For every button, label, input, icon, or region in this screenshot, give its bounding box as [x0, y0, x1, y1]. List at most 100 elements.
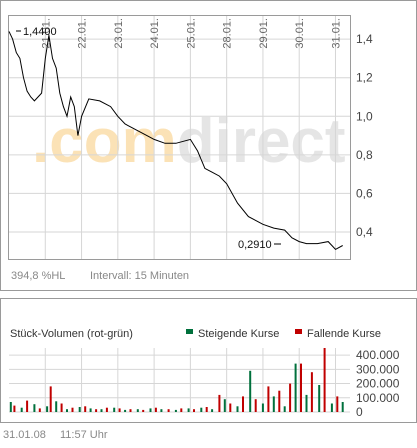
volume-bar-rising — [136, 409, 139, 412]
volume-bar-falling — [218, 394, 221, 412]
volume-bar-falling — [336, 396, 339, 412]
legend-rising-label: Steigende Kurse — [198, 328, 279, 340]
volume-bar-falling — [323, 348, 326, 412]
volume-bar-falling — [26, 400, 29, 412]
volume-y-tick-label: 200.000 — [356, 377, 400, 391]
volume-bar-rising — [160, 409, 163, 412]
volume-bar-falling — [242, 396, 244, 412]
volume-bar-falling — [289, 383, 292, 412]
price-y-ticks: 1,4 1,2 1,0 0,8 0,6 0,4 — [356, 32, 373, 239]
volume-bar-falling — [310, 372, 313, 412]
volume-bar-rising — [318, 385, 321, 412]
volume-bar-rising — [330, 403, 333, 412]
price-grid — [9, 16, 350, 259]
legend-falling-label: Fallende Kurse — [307, 328, 381, 340]
y-tick-label: 0,8 — [356, 148, 373, 162]
volume-panel-frame — [0, 298, 417, 423]
volume-bars — [9, 348, 344, 412]
volume-bar-rising — [174, 409, 177, 412]
volume-bar-falling — [13, 405, 16, 412]
volume-y-tick-label: 400.000 — [356, 348, 400, 362]
volume-bar-falling — [278, 390, 281, 412]
volume-bar-rising — [33, 404, 36, 412]
volume-bar-falling — [95, 409, 98, 412]
volume-bar-falling — [154, 407, 157, 412]
price-line — [8, 31, 343, 251]
volume-bar-falling — [38, 408, 41, 412]
y-tick-label: 1,0 — [356, 109, 373, 123]
interval-info: Intervall: 15 Minuten — [90, 270, 189, 282]
volume-bar-falling — [84, 406, 87, 412]
volume-bar-rising — [272, 396, 275, 412]
x-tick-label: 22.01. — [77, 18, 89, 49]
volume-bar-falling — [193, 409, 195, 412]
volume-bar-rising — [187, 408, 190, 412]
volume-bar-rising — [78, 407, 81, 412]
volume-bar-falling — [129, 409, 132, 412]
volume-bar-falling — [167, 409, 170, 412]
x-tick-label: 25.01. — [185, 18, 197, 49]
range-info: 394,8 %HL — [11, 270, 65, 282]
volume-bar-falling — [205, 407, 208, 412]
volume-bar-rising — [89, 408, 92, 412]
y-tick-label: 1,2 — [356, 71, 373, 85]
volume-bar-rising — [20, 407, 23, 412]
x-tick-label: 30.01. — [294, 18, 306, 49]
watermark: .comdirect — [32, 107, 346, 176]
x-tick-label: 23.01. — [113, 18, 125, 49]
volume-bar-falling — [60, 403, 63, 412]
volume-bar-rising — [66, 409, 68, 412]
volume-bar-falling — [118, 408, 121, 412]
volume-y-tick-label: 100.000 — [356, 391, 400, 405]
y-tick-label: 0,6 — [356, 186, 373, 200]
price-series — [8, 31, 343, 251]
volume-bar-rising — [113, 407, 116, 412]
volume-bar-rising — [305, 394, 308, 412]
x-tick-label: 31.01. — [330, 18, 342, 49]
legend-falling-swatch — [295, 329, 302, 334]
low-label: 0,2910 — [238, 239, 272, 251]
volume-bar-rising — [9, 402, 12, 412]
volume-bar-rising — [341, 402, 344, 412]
watermark-com: .com — [32, 107, 177, 176]
volume-bar-rising — [124, 409, 127, 412]
volume-y-tick-label: 0 — [356, 405, 363, 419]
volume-bar-rising — [283, 406, 286, 412]
footer-date: 31.01.08 — [3, 429, 46, 441]
legend-rising-swatch — [186, 329, 193, 334]
x-tick-label: 28.01. — [222, 18, 234, 49]
x-tick-label: 24.01. — [149, 18, 161, 49]
footer-time: 11:57 Uhr — [60, 429, 108, 441]
y-tick-label: 0,4 — [356, 225, 373, 239]
volume-y-tick-label: 300.000 — [356, 362, 400, 376]
y-tick-label: 1,4 — [356, 32, 373, 46]
x-tick-label: 29.01. — [258, 18, 270, 49]
volume-bar-rising — [46, 406, 49, 412]
volume-bar-falling — [71, 407, 74, 412]
volume-grid — [9, 348, 350, 413]
volume-bar-rising — [211, 409, 214, 412]
volume-bar-rising — [261, 403, 264, 412]
volume-bar-falling — [105, 407, 108, 412]
volume-bar-rising — [149, 408, 152, 412]
volume-bar-rising — [100, 409, 103, 412]
volume-bar-falling — [49, 386, 52, 412]
price-x-ticks: 21.01. 22.01. 23.01. 24.01. 25.01. 28.01. 29.0… — [40, 18, 342, 49]
volume-bar-falling — [254, 399, 257, 412]
volume-bar-rising — [294, 363, 297, 412]
volume-bar-rising — [223, 399, 226, 412]
high-label: 1,4400 — [23, 26, 57, 38]
volume-bar-falling — [267, 386, 270, 412]
volume-bar-rising — [236, 406, 239, 412]
volume-bar-falling — [229, 403, 232, 412]
volume-bar-falling — [300, 363, 302, 412]
volume-bar-rising — [249, 370, 252, 412]
price-plot-area — [8, 15, 351, 260]
watermark-direct: direct — [177, 107, 346, 176]
volume-bar-falling — [180, 408, 183, 412]
volume-title: Stück-Volumen (rot-grün) — [10, 328, 133, 340]
volume-bar-rising — [55, 401, 58, 412]
